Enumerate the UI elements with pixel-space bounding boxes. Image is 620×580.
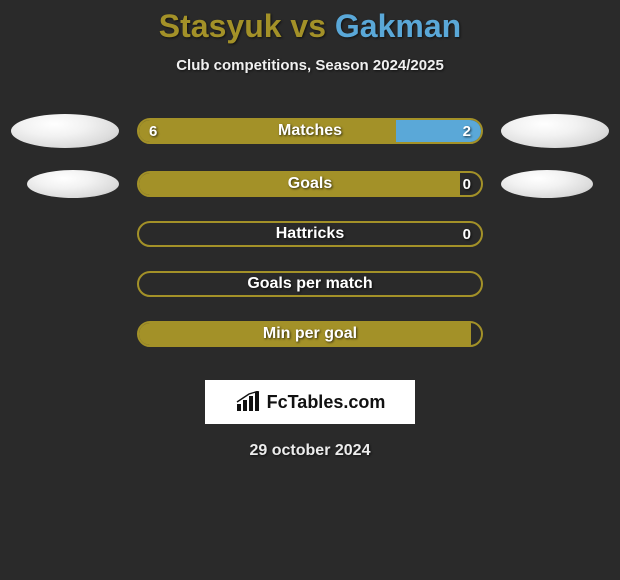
- stat-bar: Goals0: [137, 171, 483, 197]
- right-value: 0: [463, 226, 471, 243]
- title-player1: Stasyuk: [159, 8, 282, 44]
- stat-bar: Min per goal: [137, 321, 483, 347]
- chart-icon: [235, 391, 261, 413]
- right-value: 2: [463, 123, 471, 140]
- stat-bar: 6Matches2: [137, 118, 483, 144]
- player1-orb: [11, 114, 119, 148]
- title-vs: vs: [282, 8, 335, 44]
- date-text: 29 october 2024: [250, 442, 371, 460]
- page-title: Stasyuk vs Gakman: [159, 8, 461, 45]
- stat-bar: Hattricks0: [137, 221, 483, 247]
- comparison-row: Goals0: [11, 170, 609, 198]
- comparison-row: 6Matches2: [11, 114, 609, 148]
- comparison-rows: 6Matches2Goals0Hattricks0Goals per match…: [11, 114, 609, 370]
- comparison-row: Goals per match: [11, 270, 609, 298]
- infographic-root: Stasyuk vs Gakman Club competitions, Sea…: [0, 0, 620, 460]
- logo-text: FcTables.com: [267, 392, 386, 413]
- stat-label: Matches: [139, 122, 481, 140]
- stat-bar: Goals per match: [137, 271, 483, 297]
- comparison-row: Min per goal: [11, 320, 609, 348]
- title-player2: Gakman: [335, 8, 461, 44]
- logo-box: FcTables.com: [205, 380, 415, 424]
- comparison-row: Hattricks0: [11, 220, 609, 248]
- subtitle: Club competitions, Season 2024/2025: [176, 57, 444, 74]
- stat-label: Goals per match: [139, 275, 481, 293]
- stat-label: Min per goal: [139, 325, 481, 343]
- player2-orb: [501, 170, 593, 198]
- player2-orb: [501, 114, 609, 148]
- stat-label: Goals: [139, 175, 481, 193]
- stat-label: Hattricks: [139, 225, 481, 243]
- player1-orb: [27, 170, 119, 198]
- right-value: 0: [463, 176, 471, 193]
